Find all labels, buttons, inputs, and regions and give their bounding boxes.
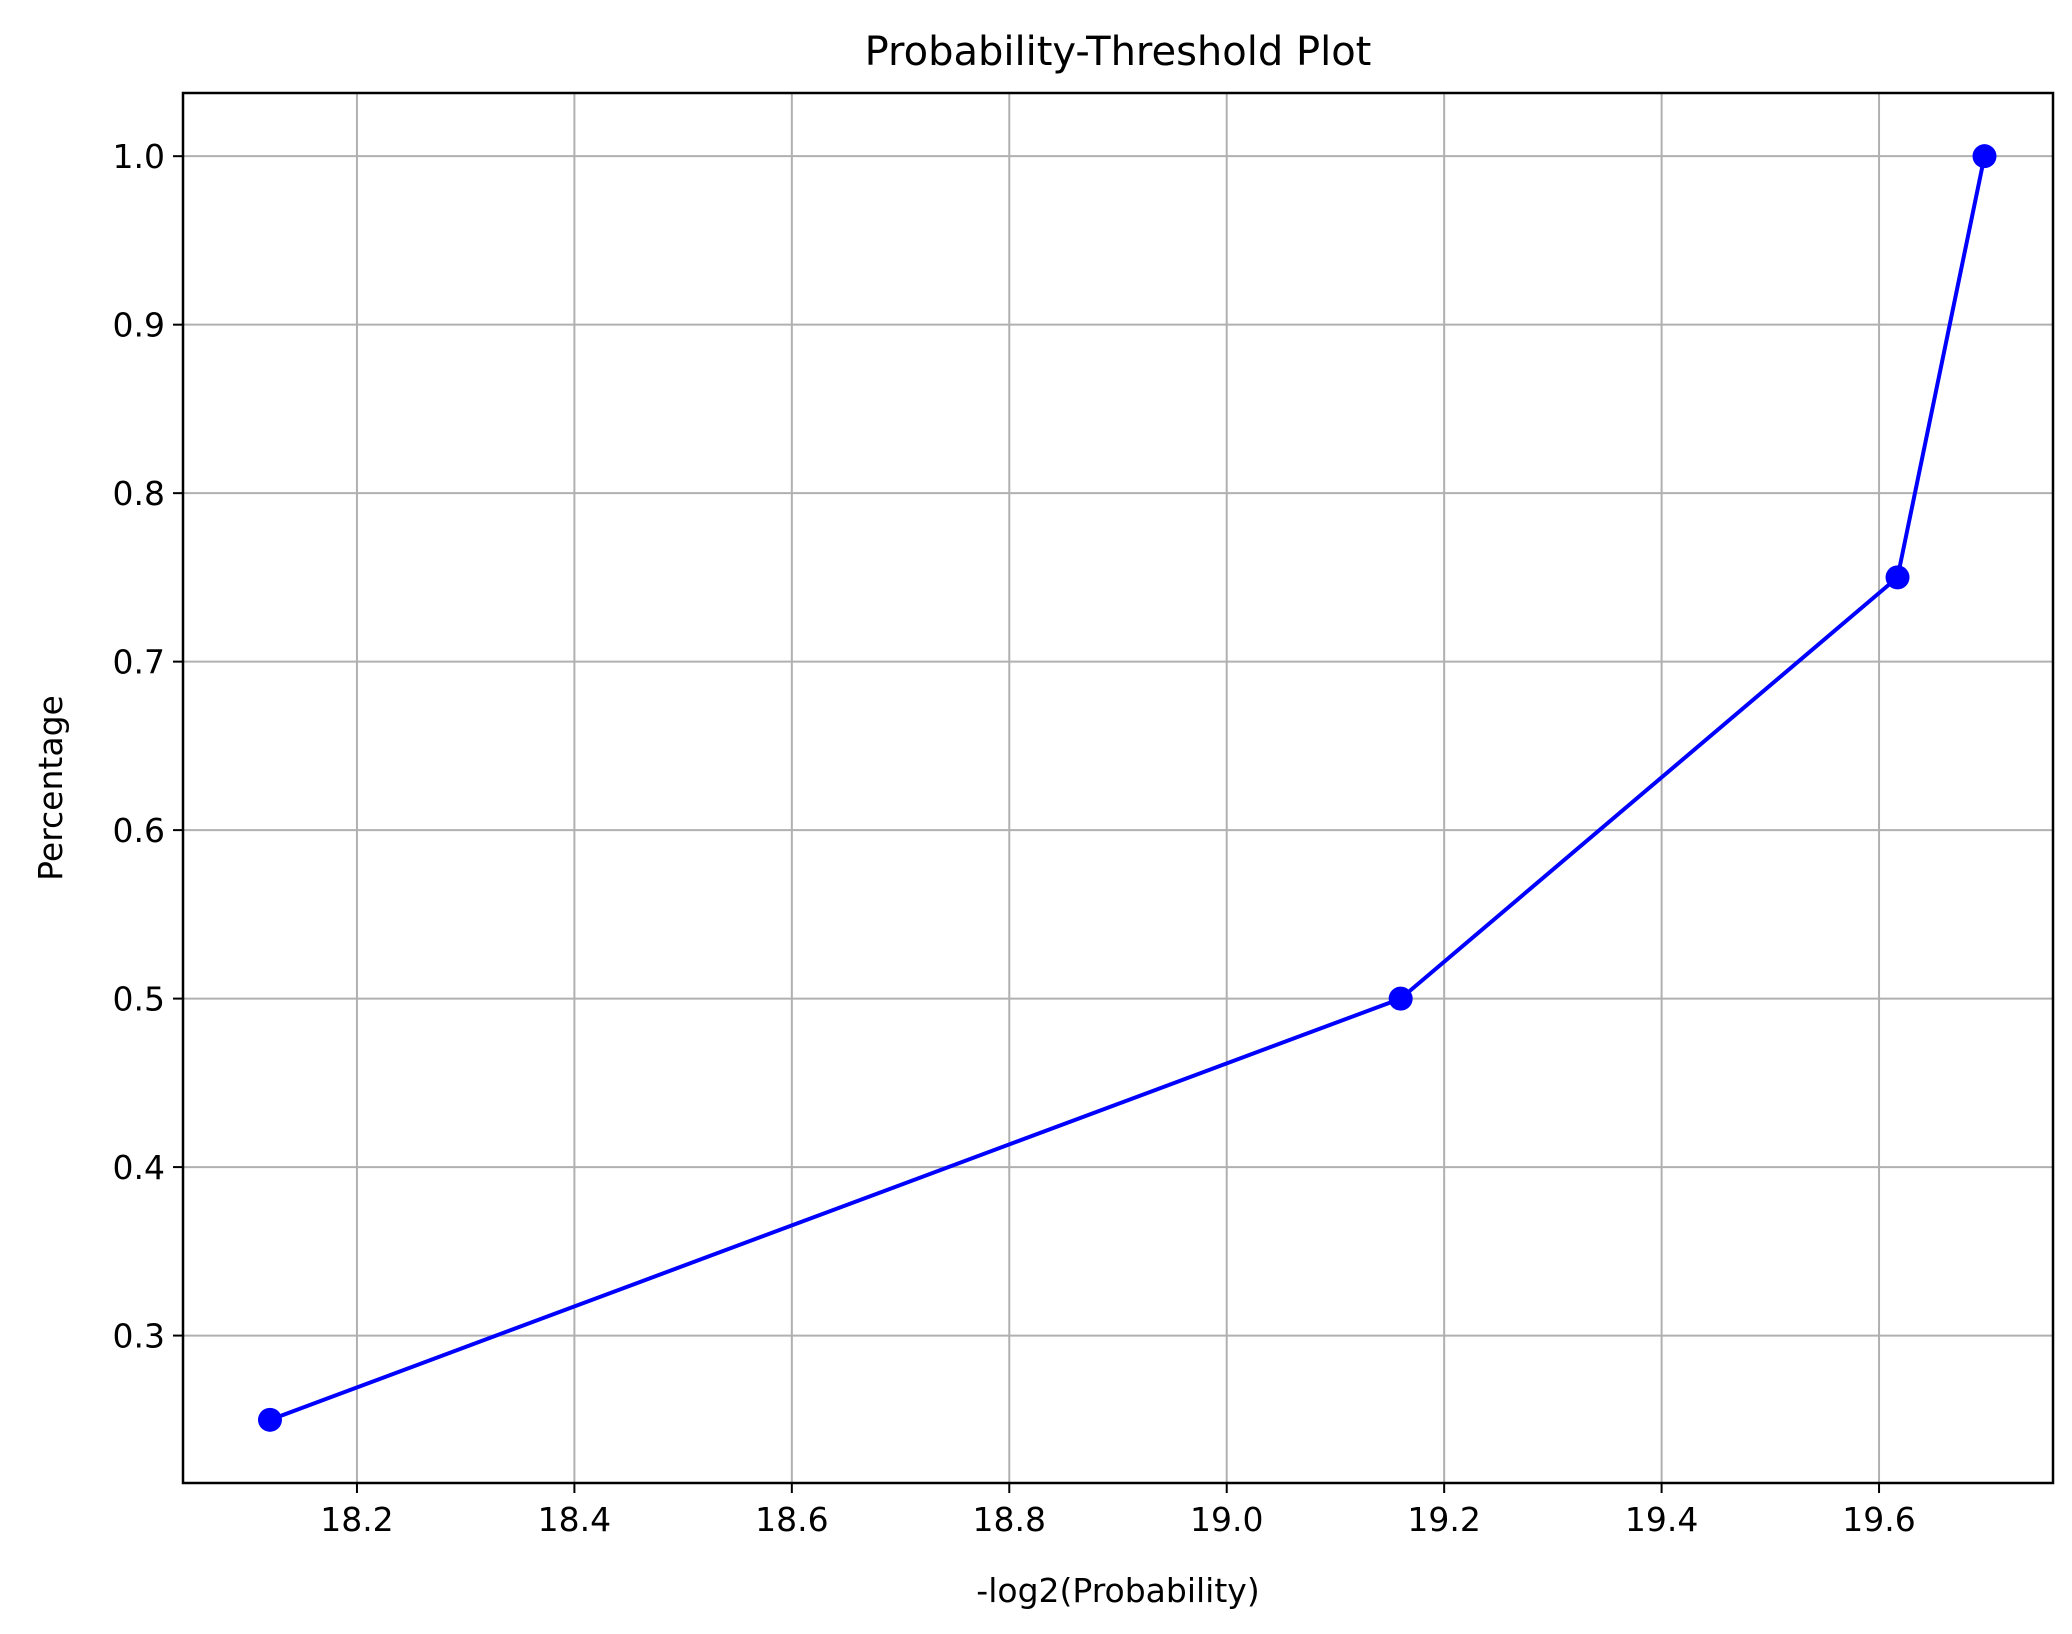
chart-title: Probability-Threshold Plot — [865, 29, 1372, 75]
axes-frame — [181, 91, 2055, 1485]
y-tick-label: 0.6 — [113, 811, 165, 850]
y-axis-ticks: 0.3 0.4 0.5 0.6 0.7 0.8 0.9 1.0 — [113, 137, 183, 1356]
data-point — [1885, 565, 1910, 590]
data-point — [257, 1407, 282, 1432]
data-point — [1388, 986, 1413, 1011]
plot-area — [183, 93, 2053, 1483]
y-tick-label: 0.9 — [113, 306, 165, 345]
y-tick-label: 1.0 — [113, 137, 165, 176]
x-tick-label: 19.2 — [1407, 1500, 1480, 1539]
y-tick-label: 0.5 — [113, 980, 165, 1019]
x-tick-label: 18.2 — [320, 1500, 393, 1539]
data-point — [1972, 144, 1997, 169]
series-line — [269, 155, 1987, 1422]
x-tick-label: 18.8 — [973, 1500, 1046, 1539]
series-layer — [257, 144, 1997, 1432]
y-tick-label: 0.4 — [113, 1148, 165, 1187]
x-tick-label: 19.6 — [1842, 1500, 1915, 1539]
y-axis-title: Percentage — [31, 695, 70, 881]
y-tick-label: 0.7 — [113, 643, 165, 682]
y-tick-label: 0.8 — [113, 474, 165, 513]
x-tick-label: 19.4 — [1625, 1500, 1698, 1539]
x-axis-title: -log2(Probability) — [976, 1571, 1259, 1610]
x-tick-label: 18.4 — [538, 1500, 611, 1539]
x-tick-label: 18.6 — [755, 1500, 828, 1539]
y-tick-label: 0.3 — [113, 1317, 165, 1356]
x-axis-ticks: 18.2 18.4 18.6 18.8 19.0 19.2 19.4 19.6 — [320, 1483, 1916, 1539]
x-tick-label: 19.0 — [1190, 1500, 1263, 1539]
